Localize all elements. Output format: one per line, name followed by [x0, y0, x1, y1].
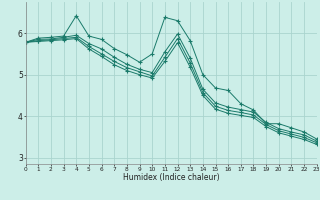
- X-axis label: Humidex (Indice chaleur): Humidex (Indice chaleur): [123, 173, 220, 182]
